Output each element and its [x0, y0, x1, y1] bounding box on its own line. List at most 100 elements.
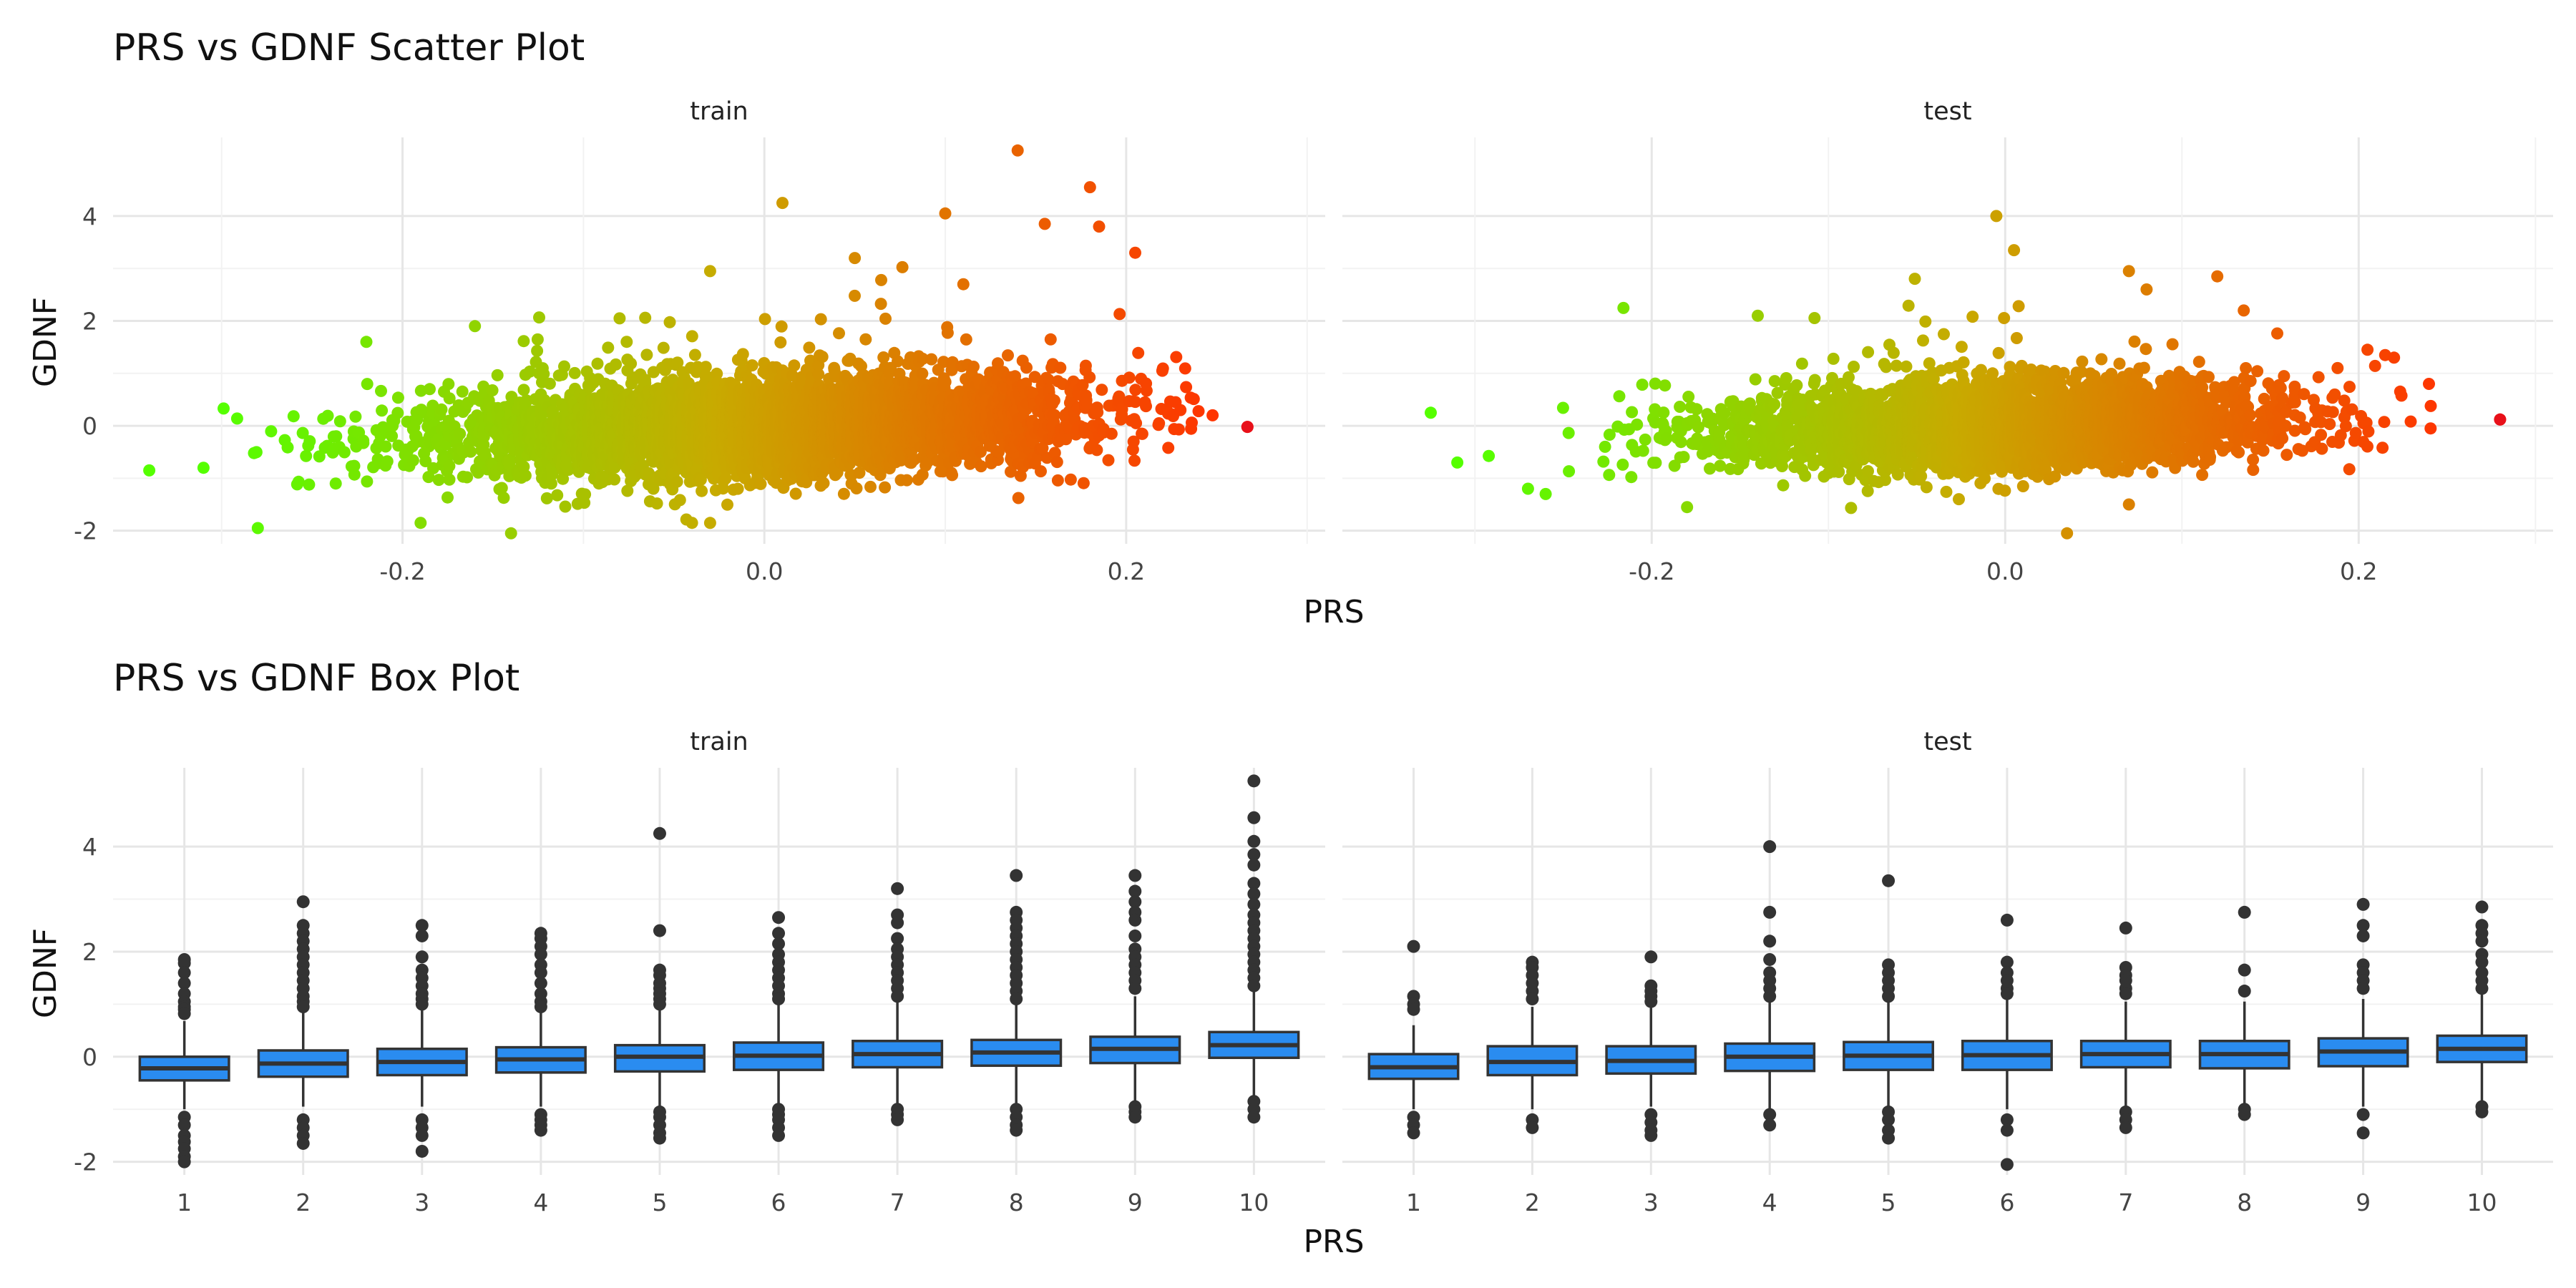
scatter-point [464, 445, 477, 458]
scatter-point [650, 497, 663, 510]
scatter-point [143, 464, 156, 477]
scatter-point [746, 359, 758, 372]
scatter-point [686, 330, 698, 343]
scatter-point [602, 341, 615, 354]
scatter-point [591, 357, 604, 370]
scatter-point [916, 367, 929, 380]
scatter-point [443, 459, 456, 472]
scatter-point [251, 522, 264, 535]
scatter-point [1002, 349, 1014, 362]
scatter-point [608, 473, 621, 486]
scatter-point [833, 327, 845, 340]
scatter-point [696, 484, 708, 497]
scatter-point [349, 410, 362, 423]
scatter-point [864, 480, 877, 493]
scatter-point [703, 265, 716, 278]
scatter-point [816, 351, 829, 364]
scatter-point [703, 517, 716, 530]
scatter-point [381, 455, 394, 468]
scatter-point [414, 517, 427, 530]
scatter-point [531, 344, 544, 357]
scatter-point [686, 517, 698, 530]
scatter-point [731, 482, 744, 495]
scatter-point [960, 333, 972, 346]
scatter-point [817, 477, 830, 489]
scatter-point [879, 481, 892, 494]
scatter-point [879, 312, 892, 325]
scatter-point [639, 311, 652, 324]
scatter-point [265, 425, 278, 438]
scatter-point [435, 403, 448, 416]
scatter-point [837, 487, 850, 500]
scatter-point [543, 377, 556, 390]
scatter-y-axis-label: GDNF [27, 297, 64, 387]
scatter-point [330, 430, 343, 443]
scatter-point [562, 464, 575, 476]
scatter-point [361, 475, 374, 488]
scatter-point [486, 384, 499, 396]
scatter-point [533, 311, 545, 324]
scatter-point [491, 369, 504, 381]
scatter-x-tick-label: 0.0 [746, 557, 783, 585]
scatter-point [939, 376, 952, 389]
scatter-y-tick-label: 0 [82, 412, 97, 440]
scatter-point [292, 475, 305, 488]
scatter-point [849, 252, 862, 265]
scatter-point [419, 455, 432, 467]
scatter-point [300, 449, 313, 462]
scatter-point [788, 359, 801, 372]
scatter-point [803, 341, 816, 354]
scatter-point [338, 446, 351, 459]
scatter-point [640, 348, 653, 361]
scatter-point [443, 473, 456, 486]
scatter-point [454, 427, 467, 440]
scatter-point [303, 478, 316, 491]
scatter-point [517, 384, 530, 396]
scatter-x-tick-label: -0.2 [379, 557, 425, 585]
scatter-point [559, 500, 572, 513]
scatter-point [281, 441, 294, 454]
scatter-point [296, 426, 309, 439]
scatter-panel-strip-train: train [690, 97, 748, 126]
scatter-point [360, 336, 373, 348]
scatter-point [568, 366, 581, 379]
scatter-point [789, 487, 802, 500]
scatter-point [657, 341, 670, 354]
scatter-point [774, 336, 787, 348]
scatter-point [721, 498, 733, 511]
scatter-point [812, 368, 825, 381]
scatter-point [537, 368, 550, 381]
scatter-point [545, 477, 557, 490]
scatter-point [386, 429, 399, 442]
scatter-point [456, 385, 469, 398]
scatter-point [663, 316, 676, 328]
scatter-point [849, 289, 861, 302]
scatter-point [699, 361, 712, 374]
scatter-point [736, 348, 749, 361]
scatter-point [540, 492, 553, 504]
scatter-point [975, 460, 987, 473]
scatter-x-axis-label: PRS [1303, 594, 1364, 630]
scatter-point [250, 446, 263, 459]
scatter-point [411, 414, 424, 426]
scatter-point [376, 404, 389, 417]
scatter-point [874, 298, 887, 311]
scatter-point [497, 492, 510, 504]
scatter-point [424, 383, 436, 396]
scatter-point [333, 415, 346, 428]
scatter-point [859, 333, 872, 346]
scatter-point [957, 278, 970, 291]
scatter-point [551, 489, 564, 502]
scatter-point [406, 454, 419, 467]
scatter-point [375, 384, 387, 397]
scatter-point [432, 474, 445, 487]
scatter-point [520, 394, 533, 407]
scatter-point [967, 361, 980, 373]
scatter-panel-strip-test: test [1923, 97, 1971, 126]
scatter-point [850, 482, 863, 494]
scatter-point [925, 353, 938, 366]
scatter-point [558, 360, 570, 373]
scatter-y-tick-label: -2 [74, 517, 97, 545]
